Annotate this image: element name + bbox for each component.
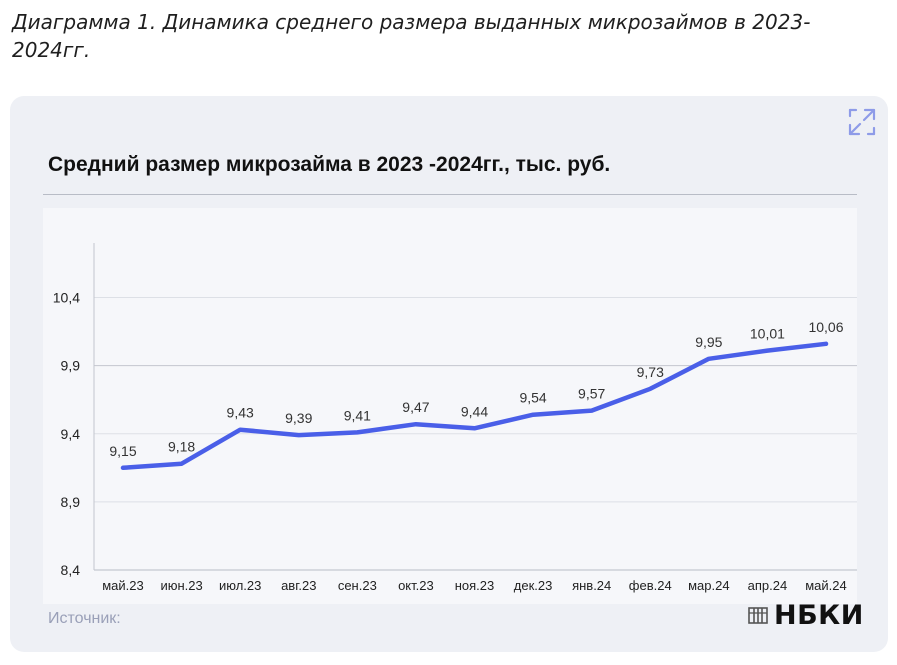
data-label: 9,73 — [637, 364, 664, 380]
x-tick-label: ноя.23 — [455, 578, 495, 593]
figure-caption: Диаграмма 1. Динамика среднего размера в… — [12, 10, 811, 62]
data-label: 9,44 — [461, 403, 488, 419]
grid-lines — [94, 297, 857, 571]
x-tick-label: июн.23 — [160, 578, 202, 593]
x-tick-labels: май.23 июн.23 июл.23 авг.23 сен.23 окт.23 ноя.… — [102, 578, 847, 593]
data-label: 10,01 — [750, 326, 785, 342]
x-tick-label: май.24 — [805, 578, 847, 593]
x-tick-label: окт.23 — [398, 578, 434, 593]
y-tick-label: 9,4 — [61, 426, 81, 442]
chart-card: Средний размер микрозайма в 2023 -2024гг… — [10, 96, 888, 652]
x-tick-label: авг.23 — [281, 578, 316, 593]
x-tick-label: май.23 — [102, 578, 144, 593]
data-label: 9,15 — [109, 443, 136, 459]
data-label: 9,41 — [344, 407, 371, 423]
nbki-logo-icon — [748, 607, 768, 624]
y-tick-label: 8,4 — [61, 562, 81, 578]
title-divider — [43, 194, 857, 195]
data-label: 9,47 — [402, 399, 429, 415]
x-tick-label: янв.24 — [572, 578, 611, 593]
source-label: Источник: — [48, 610, 121, 627]
data-label: 9,43 — [227, 405, 254, 421]
nbki-logo: НБКИ — [748, 599, 864, 631]
x-tick-label: дек.23 — [514, 578, 553, 593]
data-labels: 9,15 9,18 9,43 9,39 9,41 9,47 9,44 9,54 9,57 9,73… — [109, 319, 843, 459]
y-tick-label: 9,9 — [61, 358, 81, 374]
y-tick-labels: 8,4 8,9 9,4 9,9 10,4 — [53, 290, 80, 579]
data-label: 9,57 — [578, 386, 605, 402]
x-tick-label: фев.24 — [629, 578, 672, 593]
chart-title: Средний размер микрозайма в 2023 -2024гг… — [48, 153, 611, 176]
data-label: 9,54 — [519, 390, 546, 406]
series-line — [120, 341, 829, 471]
y-tick-label: 8,9 — [61, 494, 81, 510]
data-label: 9,39 — [285, 410, 312, 426]
x-tick-label: апр.24 — [748, 578, 788, 593]
x-tick-label: июл.23 — [219, 578, 261, 593]
plot-panel — [43, 208, 857, 604]
data-label: 10,06 — [808, 319, 843, 335]
line-chart: 8,4 8,9 9,4 9,9 10,4 май.23 июн.23 июл.23 авг.2… — [53, 243, 857, 593]
expand-icon[interactable] — [848, 108, 876, 136]
x-tick-label: мар.24 — [688, 578, 729, 593]
y-tick-label: 10,4 — [53, 290, 80, 306]
logo-text: НБКИ — [774, 599, 864, 631]
data-label: 9,18 — [168, 439, 195, 455]
data-label: 9,95 — [695, 334, 722, 350]
x-tick-label: сен.23 — [338, 578, 377, 593]
